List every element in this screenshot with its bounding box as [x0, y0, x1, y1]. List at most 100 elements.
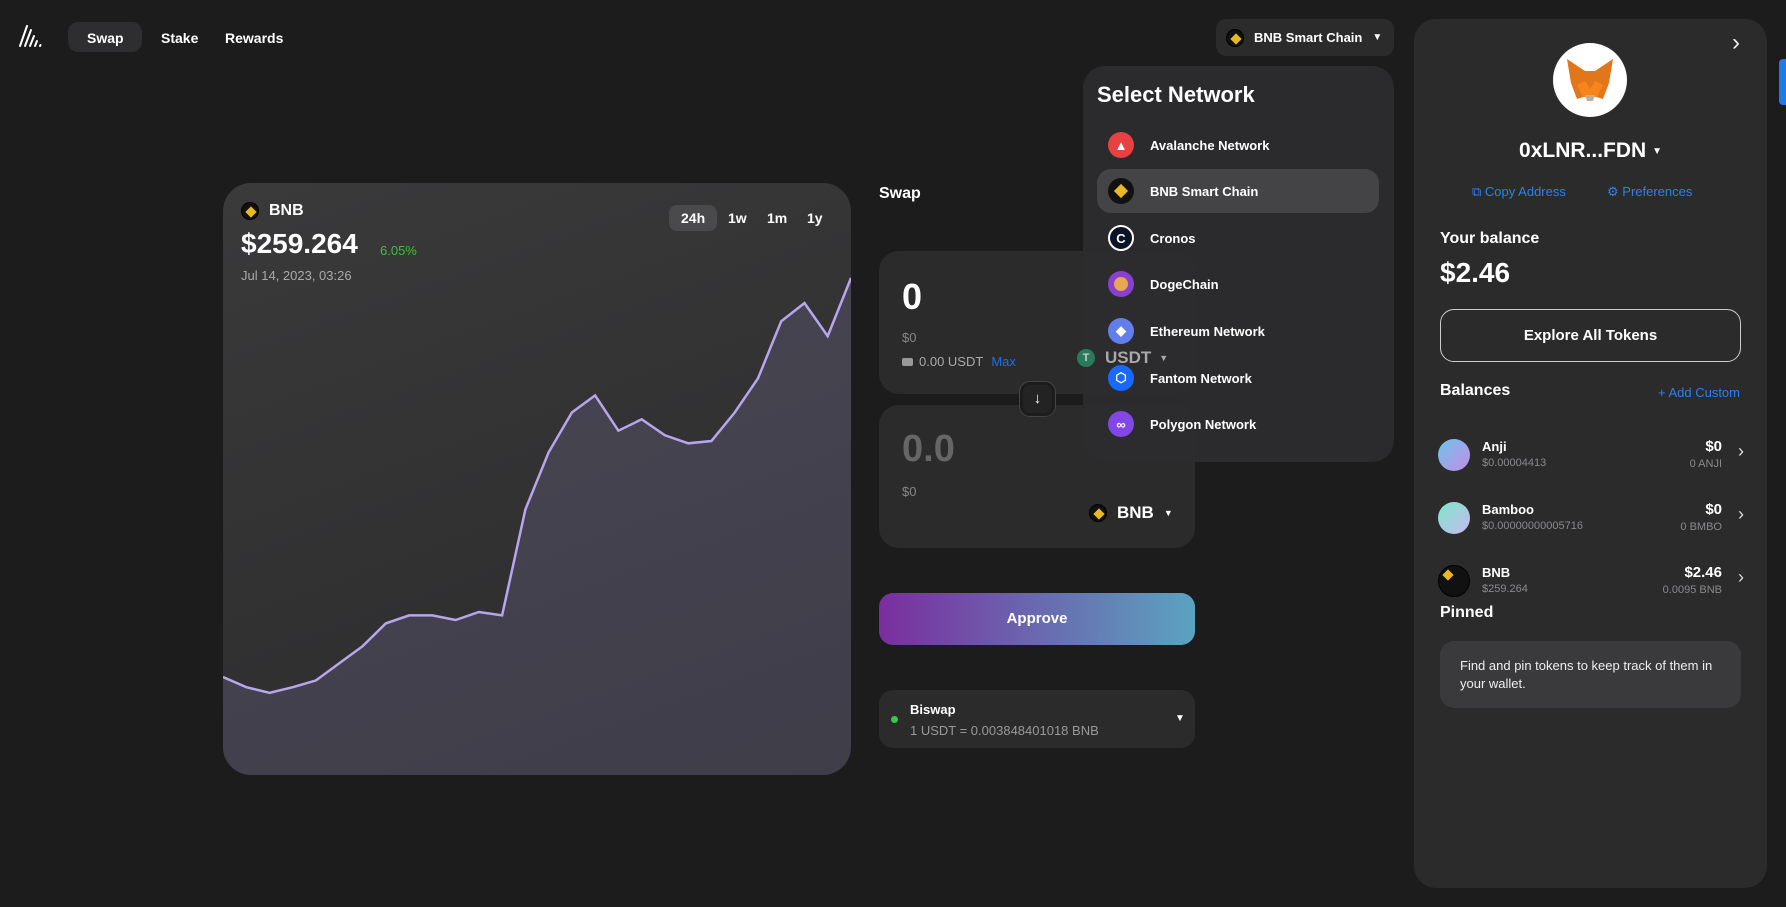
price-chart-card [223, 183, 851, 775]
token-value: $2.46 [1684, 564, 1722, 581]
to-amount-input[interactable]: 0.0 [902, 428, 955, 470]
preferences-button[interactable]: ⚙ Preferences [1607, 184, 1692, 200]
token-price: $0.00004413 [1482, 457, 1547, 469]
bnb-icon [1438, 565, 1470, 597]
timeframe-1w[interactable]: 1w [728, 210, 747, 226]
network-label: DogeChain [1150, 276, 1219, 292]
cronos-icon: C [1108, 225, 1134, 251]
caret-down-icon: ▼ [1372, 32, 1383, 43]
balance-label: Your balance [1440, 230, 1540, 247]
bnb-icon [1089, 504, 1107, 522]
token-value: $0 [1705, 438, 1722, 455]
network-label: Cronos [1150, 230, 1196, 246]
caret-down-icon[interactable]: ▼ [1175, 713, 1185, 724]
ethereum-icon: ◆ [1108, 318, 1134, 344]
token-row-bnb[interactable]: BNB $259.264 $2.46 0.0095 BNB › [1438, 559, 1744, 609]
token-value: $0 [1705, 501, 1722, 518]
gear-icon: ⚙ [1607, 184, 1619, 199]
network-dropdown: Select Network ▲ Avalanche Network BNB Sm… [1083, 66, 1394, 462]
bnb-icon [1108, 178, 1134, 204]
balance-value: $2.46 [1440, 257, 1511, 288]
network-selector-label: BNB Smart Chain [1254, 30, 1363, 45]
chart-token-name: BNB [269, 202, 304, 219]
network-dogechain[interactable]: DogeChain [1097, 262, 1379, 306]
route-dex: Biswap [910, 702, 956, 717]
chevron-right-icon[interactable]: › [1732, 29, 1740, 56]
pinned-empty-message: Find and pin tokens to keep track of the… [1440, 641, 1741, 708]
avatar [1553, 43, 1627, 117]
timeframe-1y[interactable]: 1y [807, 210, 823, 226]
fantom-icon: ⬡ [1108, 365, 1134, 391]
network-ethereum[interactable]: ◆ Ethereum Network [1097, 309, 1379, 353]
network-fantom[interactable]: ⬡ Fantom Network [1097, 356, 1379, 400]
preferences-label: Preferences [1622, 184, 1693, 199]
nav-swap[interactable]: Swap [87, 30, 124, 46]
doge-icon [1108, 271, 1134, 297]
avalanche-icon: ▲ [1108, 132, 1134, 158]
bnb-icon [1226, 28, 1244, 47]
polygon-icon: ∞ [1108, 411, 1134, 437]
network-polygon[interactable]: ∞ Polygon Network [1097, 402, 1379, 446]
chevron-right-icon: › [1738, 504, 1744, 524]
scroll-indicator[interactable] [1779, 59, 1786, 105]
metamask-fox-icon [1567, 59, 1613, 101]
chart-change: 6.05% [380, 243, 417, 258]
timeframe-1m[interactable]: 1m [767, 210, 788, 226]
wallet-address-text: 0xLNR...FDN [1519, 139, 1647, 162]
token-amount: 0 ANJI [1689, 458, 1722, 470]
pinned-title: Pinned [1440, 604, 1494, 621]
caret-down-icon: ▼ [1652, 145, 1662, 157]
route-rate: 1 USDT = 0.003848401018 BNB [910, 723, 1099, 738]
caret-down-icon: ▼ [1159, 353, 1169, 363]
to-usd: $0 [902, 484, 917, 499]
switch-direction-arrow-icon[interactable]: ↓ [1019, 381, 1056, 417]
from-amount-input[interactable]: 0 [902, 276, 923, 317]
swap-title: Swap [879, 185, 921, 202]
chevron-right-icon: › [1738, 441, 1744, 461]
network-label: Ethereum Network [1150, 323, 1265, 339]
caret-down-icon: ▼ [1163, 508, 1173, 518]
wallet-panel: › 0xLNR...FDN ▼ ⧉ Copy Address ⚙ Prefere… [1414, 19, 1767, 888]
anji-icon [1438, 439, 1470, 471]
explore-all-tokens-button[interactable]: Explore All Tokens [1440, 309, 1741, 362]
network-selector-button[interactable]: BNB Smart Chain ▼ [1216, 19, 1394, 56]
copy-icon: ⧉ [1472, 184, 1482, 199]
token-price: $259.264 [1482, 583, 1528, 595]
nav-swap-active-bg [68, 22, 142, 52]
chevron-right-icon: › [1738, 567, 1744, 587]
balances-title: Balances [1440, 382, 1511, 399]
nav-stake[interactable]: Stake [161, 30, 199, 46]
from-token-label: USDT [1105, 348, 1152, 367]
token-row-bamboo[interactable]: Bamboo $0.00000000005716 $0 0 BMBO › [1438, 496, 1744, 546]
bnb-icon [241, 202, 259, 220]
network-label: Polygon Network [1150, 416, 1257, 432]
token-row-anji[interactable]: Anji $0.00004413 $0 0 ANJI › [1438, 433, 1744, 483]
network-bnb-smart-chain[interactable]: BNB Smart Chain [1097, 169, 1379, 213]
token-name: Bamboo [1482, 502, 1534, 517]
wallet-address[interactable]: 0xLNR...FDN ▼ [1414, 139, 1767, 163]
status-dot [891, 716, 898, 723]
from-balance-text: 0.00 USDT [919, 354, 984, 369]
network-cronos[interactable]: C Cronos [1097, 216, 1379, 260]
route-selector[interactable] [879, 690, 1195, 748]
chart-area [223, 278, 851, 775]
timeframe-24h[interactable]: 24h [669, 205, 718, 231]
network-label: Avalanche Network [1150, 137, 1270, 153]
chart-date: Jul 14, 2023, 03:26 [241, 268, 352, 283]
approve-button[interactable]: Approve [879, 593, 1195, 645]
token-amount: 0 BMBO [1680, 521, 1722, 533]
usdt-icon: T [1077, 349, 1095, 367]
token-name: Anji [1482, 439, 1507, 454]
network-label: BNB Smart Chain [1150, 183, 1259, 199]
from-usd: $0 [902, 330, 917, 345]
to-token-label: BNB [1117, 503, 1154, 522]
nav-rewards[interactable]: Rewards [225, 30, 284, 46]
max-button[interactable]: Max [991, 354, 1016, 369]
network-avalanche[interactable]: ▲ Avalanche Network [1097, 123, 1379, 167]
anji-logo-icon[interactable] [18, 24, 46, 48]
from-token-selector[interactable]: T USDT ▼ [1077, 348, 1168, 368]
copy-address-button[interactable]: ⧉ Copy Address [1472, 184, 1566, 200]
to-token-selector[interactable]: BNB ▼ [1089, 503, 1173, 523]
wallet-icon [902, 357, 913, 366]
add-custom-button[interactable]: + Add Custom [1657, 385, 1740, 400]
